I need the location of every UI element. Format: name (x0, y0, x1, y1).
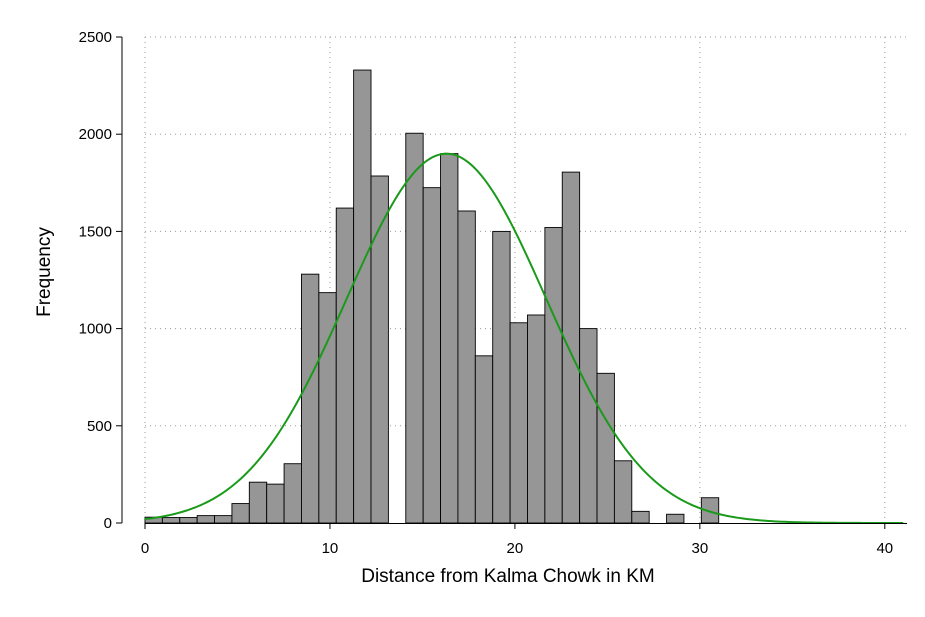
histogram-bar (335, 207, 355, 524)
histogram-bar (527, 314, 546, 524)
y-tick-label: 1500 (79, 223, 112, 240)
x-tick-label: 10 (322, 540, 339, 557)
histogram-bar (544, 227, 563, 524)
axes: 0 500 1000 1500 2000 2500 0 10 20 30 40 (79, 29, 907, 557)
histogram-bar (579, 328, 598, 524)
histogram-bar (631, 510, 650, 524)
histogram-bar (492, 230, 511, 524)
histogram-bar (405, 132, 424, 524)
histogram-bar (179, 517, 198, 524)
y-tick-label: 2500 (79, 29, 112, 46)
x-tick-label: 20 (507, 540, 524, 557)
histogram-bar (561, 171, 581, 524)
histogram-bar (283, 463, 302, 524)
y-axis-title: Frequency (34, 227, 55, 317)
histogram-bar (509, 322, 528, 524)
y-tick-label: 500 (87, 418, 112, 435)
normal-curve (144, 152, 904, 524)
histogram-bar (613, 460, 633, 524)
histogram-bar (422, 187, 442, 524)
y-tick-label: 0 (104, 515, 112, 532)
histogram-bar (457, 210, 476, 524)
histogram-bar (266, 483, 285, 524)
x-axis-title: Distance from Kalma Chowk in KM (361, 566, 655, 587)
histogram-bar (474, 355, 494, 524)
x-tick-label: 40 (876, 540, 893, 557)
histogram-bar (248, 481, 268, 524)
x-tick-label: 0 (141, 540, 149, 557)
y-tick-label: 2000 (79, 126, 112, 143)
normal-curve-layer (144, 152, 904, 524)
histogram-bar (440, 153, 459, 524)
histogram-bars (144, 69, 720, 524)
histogram-bar (196, 515, 215, 524)
histogram-bar (231, 503, 250, 524)
x-tick-label: 30 (692, 540, 709, 557)
histogram-bar (301, 273, 320, 524)
histogram-bar (666, 513, 685, 524)
histogram-bar (353, 69, 372, 524)
histogram-bar (596, 372, 615, 524)
histogram-bar (214, 515, 233, 524)
y-tick-label: 1000 (79, 321, 112, 338)
histogram-bar (161, 517, 181, 524)
